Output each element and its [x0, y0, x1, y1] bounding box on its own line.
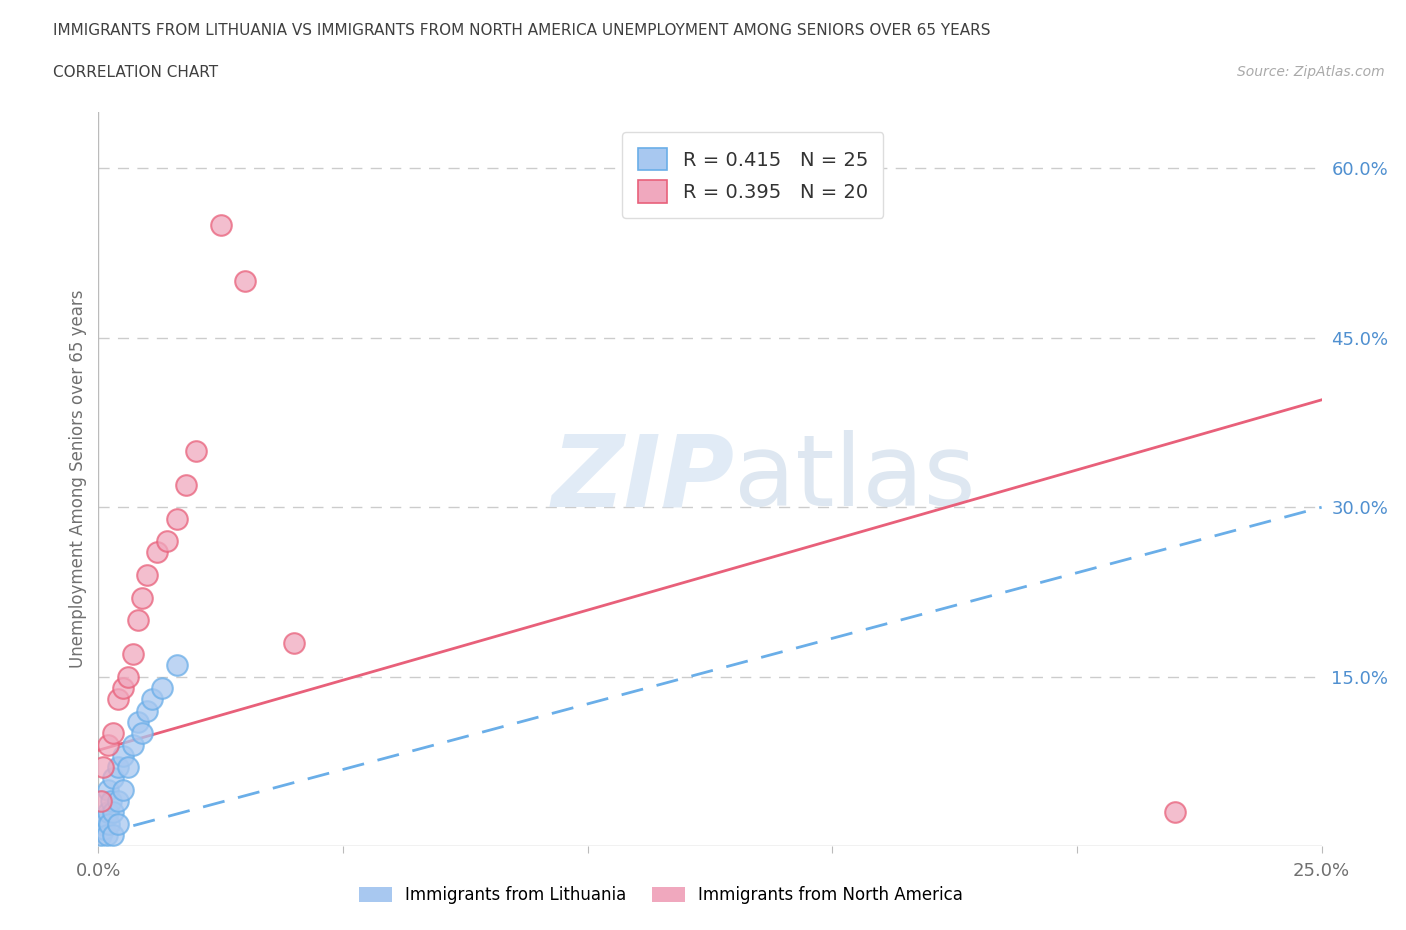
Point	[111, 681, 134, 696]
Point	[100, 793, 122, 808]
Point	[186, 444, 208, 458]
Point	[111, 749, 134, 764]
Point	[233, 273, 256, 288]
Point	[117, 670, 139, 684]
Point	[93, 822, 115, 837]
Point	[156, 534, 179, 549]
Point	[91, 817, 114, 831]
Point	[107, 817, 129, 831]
Point	[166, 658, 188, 673]
Point	[146, 545, 169, 560]
Point	[107, 793, 129, 808]
Point	[101, 805, 124, 820]
Point	[107, 692, 129, 707]
Y-axis label: Unemployment Among Seniors over 65 years: Unemployment Among Seniors over 65 years	[69, 290, 87, 668]
Point	[131, 591, 153, 605]
Text: IMMIGRANTS FROM LITHUANIA VS IMMIGRANTS FROM NORTH AMERICA UNEMPLOYMENT AMONG SE: IMMIGRANTS FROM LITHUANIA VS IMMIGRANTS …	[53, 23, 991, 38]
Point	[150, 681, 173, 696]
Point	[96, 828, 118, 843]
Point	[97, 737, 120, 752]
Point	[121, 737, 143, 752]
Point	[117, 760, 139, 775]
Point	[136, 703, 159, 718]
Point	[131, 725, 153, 740]
Point	[1164, 805, 1187, 820]
Legend: Immigrants from Lithuania, Immigrants from North America: Immigrants from Lithuania, Immigrants fr…	[350, 878, 972, 912]
Point	[101, 725, 124, 740]
Point	[101, 771, 124, 786]
Point	[209, 218, 232, 232]
Legend: R = 0.415   N = 25, R = 0.395   N = 20: R = 0.415 N = 25, R = 0.395 N = 20	[623, 132, 883, 219]
Point	[97, 782, 120, 797]
Text: CORRELATION CHART: CORRELATION CHART	[53, 65, 218, 80]
Point	[97, 805, 120, 820]
Point	[101, 828, 124, 843]
Point	[90, 828, 112, 843]
Text: atlas: atlas	[734, 431, 976, 527]
Point	[107, 760, 129, 775]
Point	[176, 477, 198, 492]
Point	[136, 567, 159, 582]
Point	[121, 646, 143, 661]
Point	[111, 782, 134, 797]
Point	[127, 613, 149, 628]
Point	[283, 635, 305, 650]
Text: ZIP: ZIP	[551, 431, 734, 527]
Point	[166, 512, 188, 526]
Point	[141, 692, 163, 707]
Point	[90, 793, 112, 808]
Point	[127, 714, 149, 729]
Point	[94, 811, 117, 826]
Text: Source: ZipAtlas.com: Source: ZipAtlas.com	[1237, 65, 1385, 79]
Point	[91, 760, 114, 775]
Point	[98, 817, 121, 831]
